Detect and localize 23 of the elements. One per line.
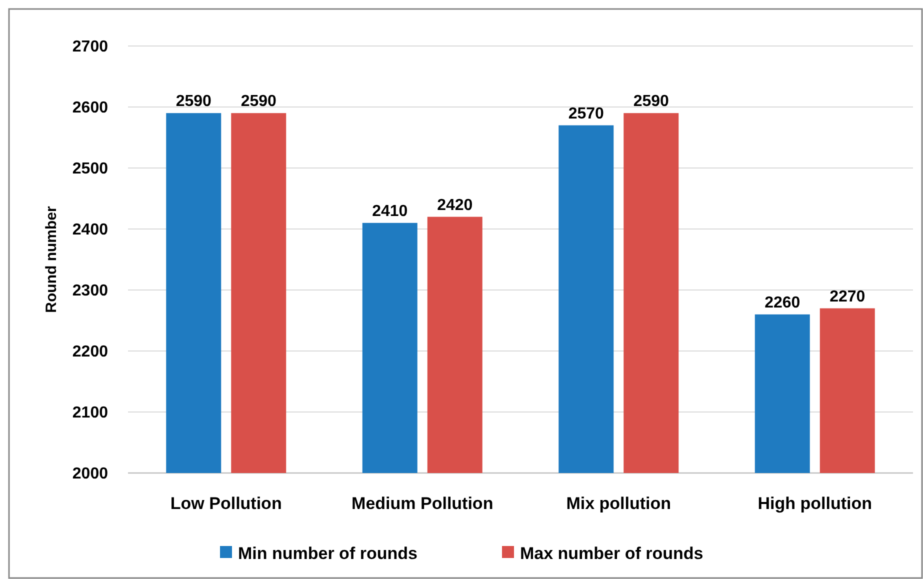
- y-tick-label: 2500: [72, 160, 108, 178]
- y-tick-label: 2200: [72, 344, 108, 361]
- y-tick-label: 2400: [72, 222, 108, 239]
- x-tick-label: Medium Pollution: [352, 494, 494, 513]
- data-label: 2410: [372, 202, 408, 220]
- data-label: 2590: [633, 93, 670, 110]
- y-axis-title: Round number: [43, 206, 60, 313]
- x-tick-label: High pollution: [758, 494, 872, 513]
- data-label: 2570: [568, 105, 604, 122]
- x-tick-label: Low Pollution: [170, 494, 282, 513]
- y-tick-label: 2300: [72, 282, 108, 300]
- data-label: 2590: [240, 93, 277, 110]
- y-tick-label: 2600: [72, 100, 108, 117]
- y-tick-label: 2000: [72, 466, 108, 483]
- data-label: 2260: [764, 294, 800, 312]
- x-tick-label: Mix pollution: [566, 494, 672, 513]
- data-label: 2420: [437, 196, 473, 214]
- y-tick-label: 2700: [72, 38, 108, 56]
- legend-label: Min number of rounds: [238, 544, 418, 563]
- legend-label: Max number of rounds: [520, 544, 704, 563]
- y-tick-label: 2100: [72, 404, 108, 422]
- data-label: 2270: [830, 288, 866, 306]
- data-label: 2590: [176, 93, 212, 110]
